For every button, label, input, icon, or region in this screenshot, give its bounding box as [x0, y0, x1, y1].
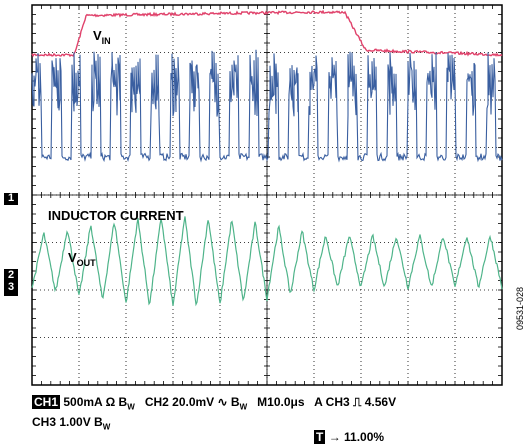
ch3-marker-label: 3: [7, 281, 15, 293]
ch1-bw: W: [127, 402, 135, 412]
vout-label-sub: OUT: [77, 258, 97, 268]
inductor-current-trace: [31, 49, 503, 163]
trigger-position-value: → 11.00%: [328, 430, 385, 444]
ch1-ground-marker: 1: [4, 193, 18, 205]
vin-label-main: V: [93, 28, 102, 43]
timebase: M10.0μs: [257, 395, 305, 409]
traces: [31, 9, 503, 307]
ch2-ch3-ground-marker: 2 3: [4, 269, 18, 296]
figure-id: 09531-028: [515, 286, 525, 330]
ch1-tag: CH1: [32, 395, 61, 409]
status-line-1: CH1 500mA Ω BW CH2 20.0mV ∿ BW M10.0μs A…: [32, 395, 396, 411]
vout-trace: [31, 216, 503, 307]
graticule: [31, 4, 503, 386]
vout-label: VOUT: [68, 250, 96, 268]
vout-label-main: V: [68, 250, 77, 265]
trace-labels: VIN INDUCTOR CURRENT VOUT: [48, 28, 184, 268]
ch2-scale: CH2 20.0mV ∿ B: [144, 395, 240, 409]
ch3-scale: CH3 1.00V B: [32, 415, 103, 429]
trigger-tag: T: [314, 430, 326, 444]
ch2-marker-label: 2: [7, 269, 15, 281]
trigger-setting: A CH3 ⎍ 4.56V: [314, 395, 397, 409]
ch1-scale: 500mA Ω B: [63, 395, 128, 409]
inductor-current-label: INDUCTOR CURRENT: [48, 208, 184, 223]
vin-label-sub: IN: [102, 36, 111, 46]
status-line-2: CH3 1.00V BW: [32, 415, 110, 431]
ch3-bw: W: [102, 422, 111, 432]
trigger-position: T → 11.00%: [314, 430, 384, 444]
vin-label: VIN: [93, 28, 111, 46]
ch2-bw: W: [239, 402, 248, 412]
vin-trace: [31, 9, 503, 58]
